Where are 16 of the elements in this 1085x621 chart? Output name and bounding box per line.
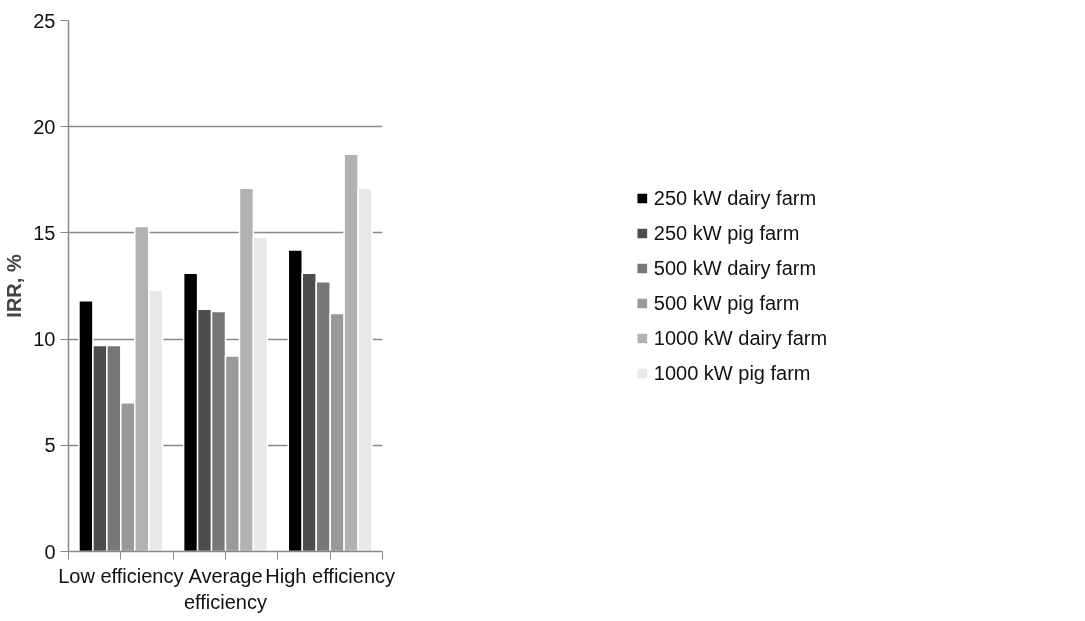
legend-label: 500 kW pig farm (653, 291, 800, 315)
y-tick-label: 5 (44, 434, 56, 457)
x-tick-label: Low efficiency (58, 564, 184, 587)
legend-label: 1000 kW pig farm (653, 361, 811, 385)
y-tick-label: 20 (33, 115, 56, 138)
y-tick-label: 10 (33, 328, 56, 351)
legend-label: 500 kW dairy farm (653, 256, 817, 280)
y-tick-label: 15 (33, 221, 56, 244)
legend-label: 1000 kW dairy farm (653, 326, 828, 350)
legend-label: 250 kW dairy farm (653, 186, 817, 210)
x-tick-label: Average efficiency (184, 564, 268, 613)
y-axis-title: IRR, % (3, 254, 26, 318)
x-tick-label: High efficiency (265, 564, 396, 587)
legend-label: 250 kW pig farm (653, 221, 800, 245)
y-tick-label: 0 (44, 540, 56, 563)
y-tick-label: 25 (33, 9, 56, 32)
